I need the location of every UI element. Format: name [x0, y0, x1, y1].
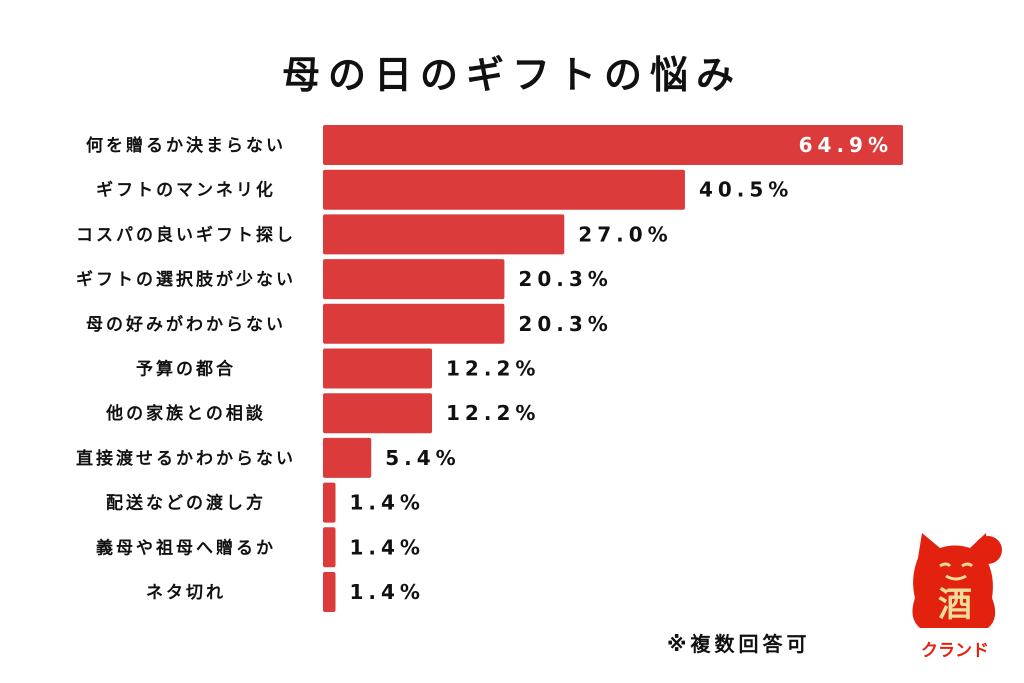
category-label: 何を贈るか決まらない [86, 135, 286, 156]
value-label: 40.5% [699, 178, 793, 202]
category-label: 配送などの渡し方 [106, 493, 266, 514]
category-label: コスパの良いギフト探し [76, 224, 296, 245]
bar [323, 303, 505, 344]
bar [323, 527, 336, 568]
category-label: ギフトのマンネリ化 [96, 180, 276, 201]
kuland-logo: 酒 クランド [912, 533, 1002, 661]
chart-title: 母の日のギフトの悩み [281, 53, 742, 97]
category-label: 義母や祖母へ贈るか [96, 537, 276, 558]
value-label: 20.3% [518, 267, 612, 291]
value-label: 1.4% [350, 580, 425, 604]
bar [323, 572, 336, 612]
bar [323, 393, 433, 434]
value-label: 27.0% [578, 222, 672, 246]
bar [323, 169, 685, 210]
value-label: 12.2% [446, 357, 540, 381]
footnote: ※複数回答可 [667, 632, 811, 656]
bar [323, 259, 505, 300]
value-label: 20.3% [518, 312, 612, 336]
cat-body-icon [912, 533, 996, 628]
value-label: 64.9% [799, 133, 893, 157]
category-label: 母の好みがわからない [86, 314, 286, 335]
bar [323, 482, 336, 523]
bar [323, 348, 433, 389]
logo-kanji: 酒 [938, 585, 972, 625]
category-label: ネタ切れ [146, 583, 226, 603]
value-label: 1.4% [350, 491, 425, 515]
bar [323, 125, 903, 165]
value-label: 5.4% [385, 446, 460, 470]
cat-paw-icon [974, 536, 1002, 564]
category-label: 予算の都合 [136, 359, 236, 380]
bar [323, 437, 372, 478]
category-label: ギフトの選択肢が少ない [76, 269, 296, 290]
value-label: 12.2% [446, 401, 540, 425]
category-label: 直接渡せるかわからない [76, 448, 296, 469]
bar [323, 214, 565, 255]
value-label: 1.4% [350, 535, 425, 559]
logo-text: クランド [921, 641, 989, 661]
category-label: 他の家族との相談 [105, 403, 266, 424]
